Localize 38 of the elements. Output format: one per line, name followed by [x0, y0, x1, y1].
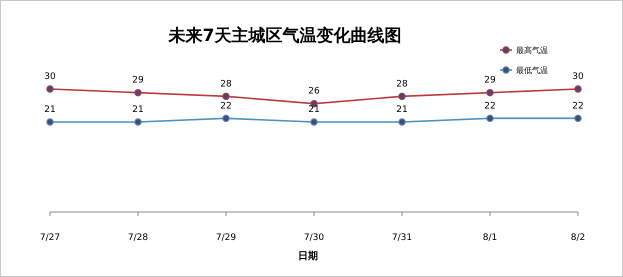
- point: [310, 118, 318, 126]
- data-label: 22: [484, 101, 496, 112]
- point: [134, 88, 142, 96]
- point: [134, 118, 142, 126]
- x-tick-label: 8/2: [570, 233, 586, 243]
- data-label: 28: [396, 79, 408, 90]
- data-label: 21: [396, 105, 408, 115]
- data-label: 22: [572, 101, 584, 112]
- legend-label: 最高气温: [516, 46, 548, 55]
- point: [398, 118, 406, 126]
- data-label: 21: [308, 105, 320, 115]
- x-axis-title: 日期: [298, 250, 318, 262]
- chart-title: 未来7天主城区气温变化曲线图: [168, 26, 402, 46]
- data-label: 21: [132, 105, 144, 115]
- x-tick-label: 7/31: [392, 233, 412, 243]
- legend-label: 最低气温: [516, 66, 548, 75]
- x-tick-label: 7/30: [304, 233, 324, 243]
- data-label: 22: [220, 101, 232, 112]
- point: [574, 114, 582, 122]
- x-tick-label: 7/29: [216, 233, 236, 243]
- data-label: 30: [44, 72, 56, 82]
- point: [46, 85, 54, 93]
- x-tick-label: 7/28: [128, 233, 148, 243]
- data-label: 29: [132, 76, 144, 86]
- point: [398, 92, 406, 100]
- data-label: 28: [220, 79, 232, 90]
- point: [222, 92, 230, 100]
- point: [222, 114, 230, 122]
- data-label: 26: [308, 86, 320, 97]
- point: [46, 118, 54, 126]
- data-label: 30: [572, 72, 584, 82]
- x-tick-label: 8/1: [482, 233, 498, 243]
- data-label: 21: [44, 105, 56, 115]
- x-tick-label: 7/27: [40, 233, 60, 243]
- point: [486, 114, 494, 122]
- point: [486, 88, 494, 96]
- data-label: 29: [484, 76, 496, 86]
- point: [574, 85, 582, 93]
